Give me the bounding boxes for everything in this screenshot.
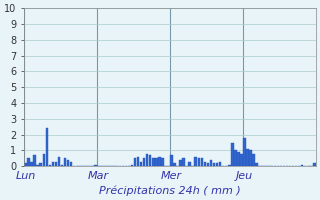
- Bar: [70, 162, 72, 166]
- Bar: [195, 157, 197, 166]
- Bar: [313, 163, 316, 166]
- Bar: [188, 162, 191, 166]
- Bar: [246, 149, 249, 166]
- Bar: [39, 163, 42, 166]
- Bar: [58, 157, 60, 166]
- Bar: [149, 155, 151, 166]
- Bar: [158, 157, 161, 166]
- Bar: [52, 162, 54, 166]
- Bar: [33, 155, 36, 166]
- Bar: [36, 165, 39, 166]
- Bar: [134, 158, 136, 166]
- Bar: [143, 158, 145, 166]
- Bar: [234, 150, 236, 166]
- Bar: [243, 138, 246, 166]
- Bar: [152, 158, 155, 166]
- Bar: [61, 165, 63, 166]
- Bar: [140, 162, 142, 166]
- Bar: [146, 154, 148, 166]
- Bar: [237, 152, 240, 166]
- Bar: [228, 165, 230, 166]
- Bar: [49, 165, 51, 166]
- Bar: [252, 154, 255, 166]
- Bar: [24, 163, 27, 166]
- Bar: [210, 160, 212, 166]
- Bar: [27, 158, 30, 166]
- Bar: [219, 162, 221, 166]
- Bar: [231, 143, 234, 166]
- Bar: [45, 128, 48, 166]
- Bar: [43, 154, 45, 166]
- Bar: [255, 163, 258, 166]
- Bar: [240, 154, 243, 166]
- Bar: [216, 163, 218, 166]
- Bar: [94, 165, 97, 166]
- Bar: [201, 158, 203, 166]
- Bar: [131, 165, 133, 166]
- Bar: [30, 162, 33, 166]
- Bar: [161, 158, 164, 166]
- Bar: [213, 163, 215, 166]
- Bar: [173, 163, 176, 166]
- Bar: [207, 163, 209, 166]
- X-axis label: Précipitations 24h ( mm ): Précipitations 24h ( mm ): [99, 185, 241, 196]
- Bar: [301, 165, 303, 166]
- Bar: [137, 157, 139, 166]
- Bar: [170, 155, 173, 166]
- Bar: [155, 158, 157, 166]
- Bar: [64, 158, 66, 166]
- Bar: [55, 162, 57, 166]
- Bar: [179, 160, 182, 166]
- Bar: [182, 158, 185, 166]
- Bar: [67, 160, 69, 166]
- Bar: [197, 158, 200, 166]
- Bar: [204, 162, 206, 166]
- Bar: [249, 150, 252, 166]
